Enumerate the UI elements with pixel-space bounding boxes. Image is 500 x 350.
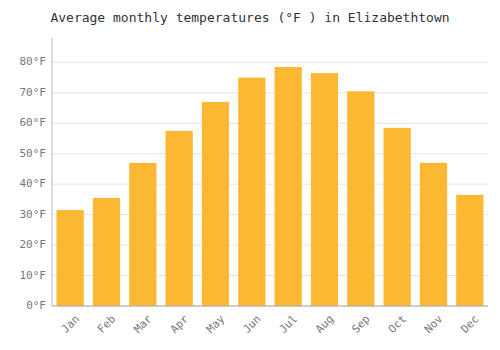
x-tick-label: Jun [240, 313, 263, 336]
grid-line [52, 306, 488, 307]
y-tick-labels: 0°F 10°F 20°F 30°F 40°F 50°F 60°F 70°F 80°F [20, 55, 47, 312]
bar [93, 198, 120, 306]
chart-container: 0°F 10°F 20°F 30°F 40°F 50°F 60°F 70°F 80°F Jan Fe… [0, 0, 500, 350]
bar [57, 210, 84, 306]
bar [166, 131, 193, 306]
y-axis-line [52, 38, 53, 306]
x-tick-label: Feb [95, 313, 118, 336]
x-tick-label: Jul [277, 313, 300, 336]
x-tick-label: Oct [386, 313, 409, 336]
bar [384, 128, 411, 306]
y-tick-label: 0°F [26, 299, 46, 312]
x-tick-label: May [204, 312, 228, 336]
chart-title: Average monthly temperatures (°F ) in El… [50, 10, 449, 25]
x-tick-labels: Jan Feb Mar Apr May Jun Jul Aug Sep Oct Nov Dec [59, 312, 482, 336]
grid-line [52, 92, 488, 93]
y-tick-label: 20°F [20, 238, 47, 251]
bar [238, 78, 265, 306]
bars [57, 67, 484, 306]
x-axis-line [52, 306, 488, 307]
bar [456, 195, 483, 306]
grid-line [52, 153, 488, 154]
grid-line [52, 62, 488, 63]
x-tick-label: Aug [313, 313, 336, 336]
bar [202, 102, 229, 306]
x-tick-label: Apr [168, 312, 192, 336]
grid [52, 62, 488, 306]
y-tick-label: 50°F [20, 147, 47, 160]
bar [420, 163, 447, 306]
y-tick-label: 80°F [20, 55, 47, 68]
x-tick-label: Jan [59, 313, 82, 336]
y-tick-label: 60°F [20, 116, 47, 129]
x-tick-label: Mar [131, 312, 155, 336]
x-tick-label: Nov [422, 312, 446, 336]
bar [275, 67, 302, 306]
grid-line [52, 123, 488, 124]
chart-svg: 0°F 10°F 20°F 30°F 40°F 50°F 60°F 70°F 80°F Jan Fe… [0, 0, 500, 350]
x-tick-label: Dec [458, 313, 481, 336]
y-tick-label: 10°F [20, 269, 47, 282]
y-tick-label: 40°F [20, 177, 47, 190]
bar [347, 91, 374, 306]
bar [311, 73, 338, 306]
y-tick-label: 70°F [20, 86, 47, 99]
bar [129, 163, 156, 306]
y-tick-label: 30°F [20, 208, 47, 221]
x-tick-label: Sep [349, 313, 372, 336]
